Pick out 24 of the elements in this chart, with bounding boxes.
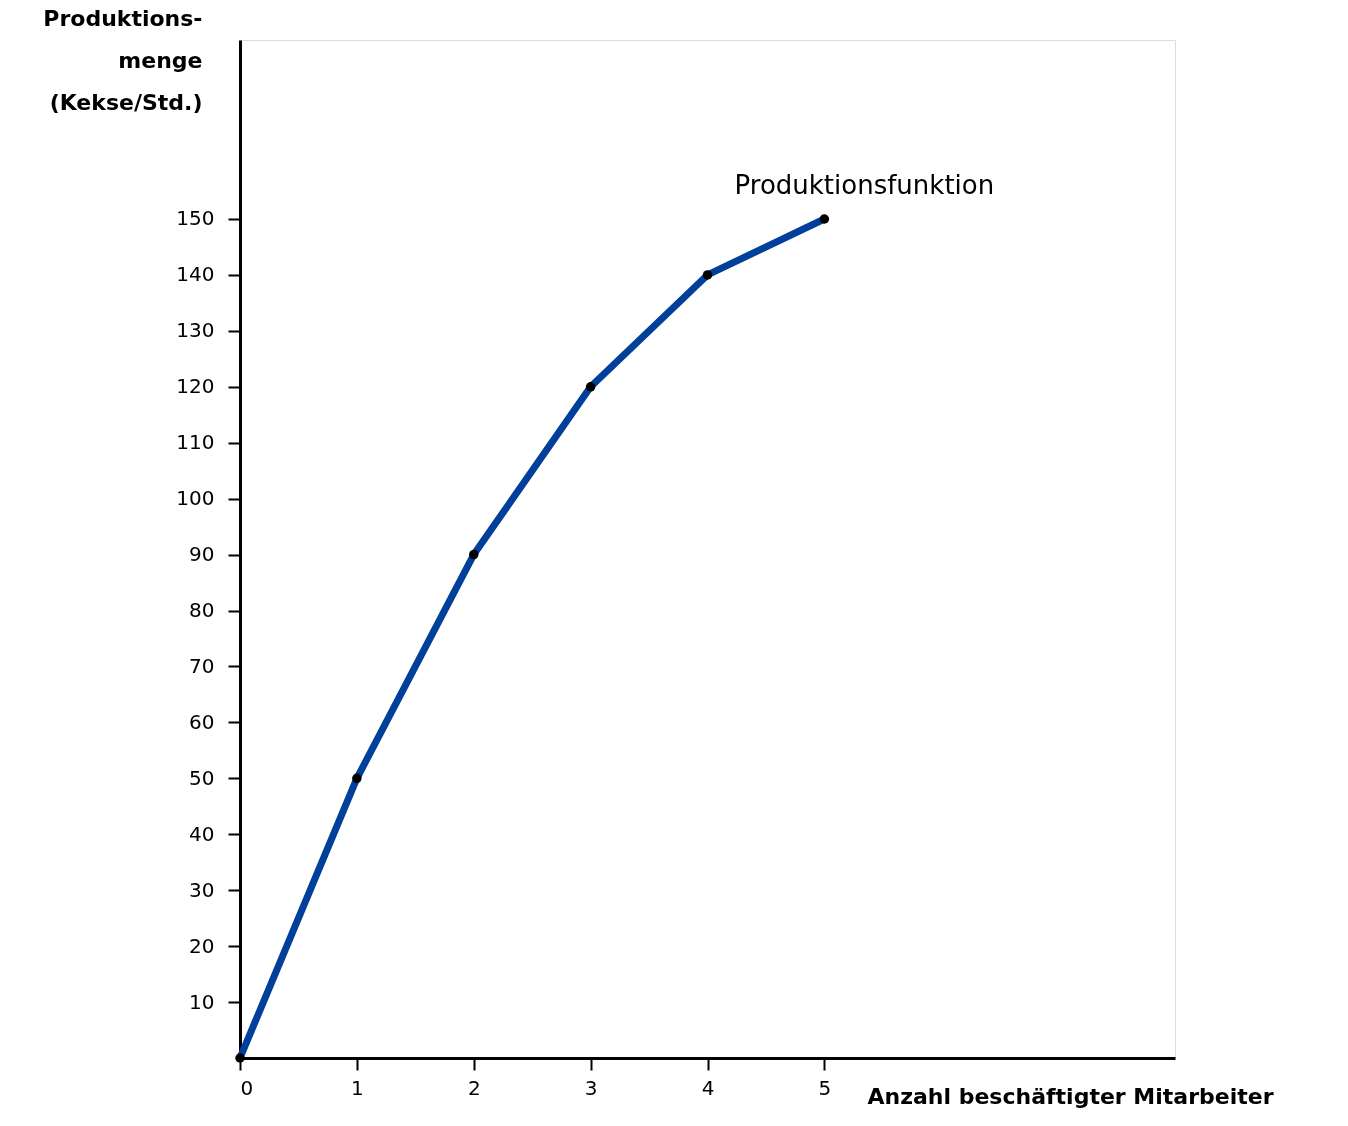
x-tick-label: 5 [818, 1075, 832, 1100]
x-tick-label: 3 [584, 1075, 598, 1100]
y-tick-label: 110 [176, 430, 215, 455]
y-tick-label: 30 [189, 877, 215, 902]
y-tick-label: 10 [189, 989, 215, 1014]
y-tick-label: 70 [189, 653, 215, 678]
y-tick-label: 20 [189, 933, 215, 958]
y-tick-label: 140 [176, 262, 215, 287]
x-tick-label: 4 [701, 1075, 715, 1100]
x-tick-label: 0 [240, 1075, 254, 1100]
series-label: Produktionsfunktion [734, 169, 995, 200]
y-tick-label: 40 [189, 821, 215, 846]
y-tick-label: 130 [176, 318, 215, 343]
x-axis-title: Anzahl beschäftigter Mitarbeiter [867, 1083, 1274, 1109]
y-tick-label: 80 [189, 598, 215, 623]
y-tick-label: 90 [189, 542, 215, 567]
y-tick-label: 50 [189, 765, 215, 790]
y-axis-title: Produktions- menge (Kekse/Std.) [43, 5, 203, 115]
y-tick-label: 100 [176, 486, 215, 511]
y-tick-label: 150 [176, 206, 215, 231]
y-tick-label: 60 [189, 709, 215, 734]
x-tick-label: 1 [351, 1075, 364, 1100]
y-tick-label: 120 [176, 374, 215, 399]
x-tick-label: 2 [467, 1075, 481, 1100]
